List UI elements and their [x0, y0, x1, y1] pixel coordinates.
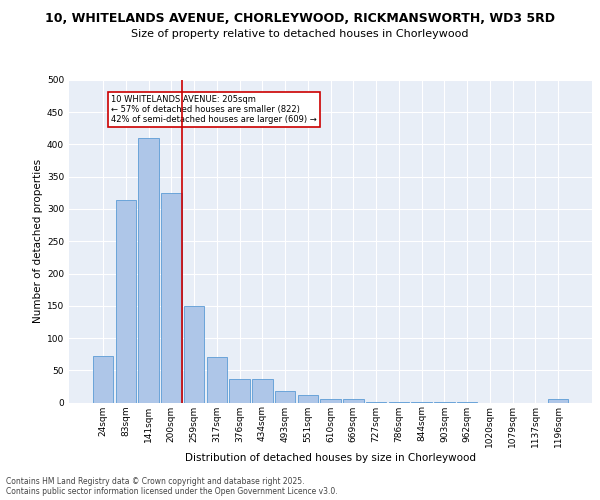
Y-axis label: Number of detached properties: Number of detached properties [33, 159, 43, 324]
Text: 10 WHITELANDS AVENUE: 205sqm
← 57% of detached houses are smaller (822)
42% of s: 10 WHITELANDS AVENUE: 205sqm ← 57% of de… [111, 94, 317, 124]
Bar [184, 306, 204, 402]
Bar [116, 200, 136, 402]
Bar [275, 391, 295, 402]
Bar [161, 193, 182, 402]
Bar [229, 378, 250, 402]
Bar [343, 398, 364, 402]
Text: 10, WHITELANDS AVENUE, CHORLEYWOOD, RICKMANSWORTH, WD3 5RD: 10, WHITELANDS AVENUE, CHORLEYWOOD, RICK… [45, 12, 555, 26]
Text: Size of property relative to detached houses in Chorleywood: Size of property relative to detached ho… [131, 29, 469, 39]
Bar [93, 356, 113, 403]
Bar [320, 398, 341, 402]
Bar [298, 395, 318, 402]
Text: Contains HM Land Registry data © Crown copyright and database right 2025.
Contai: Contains HM Land Registry data © Crown c… [6, 476, 338, 496]
Bar [138, 138, 159, 402]
Bar [252, 378, 272, 402]
Bar [548, 400, 568, 402]
Bar [206, 358, 227, 403]
X-axis label: Distribution of detached houses by size in Chorleywood: Distribution of detached houses by size … [185, 453, 476, 463]
